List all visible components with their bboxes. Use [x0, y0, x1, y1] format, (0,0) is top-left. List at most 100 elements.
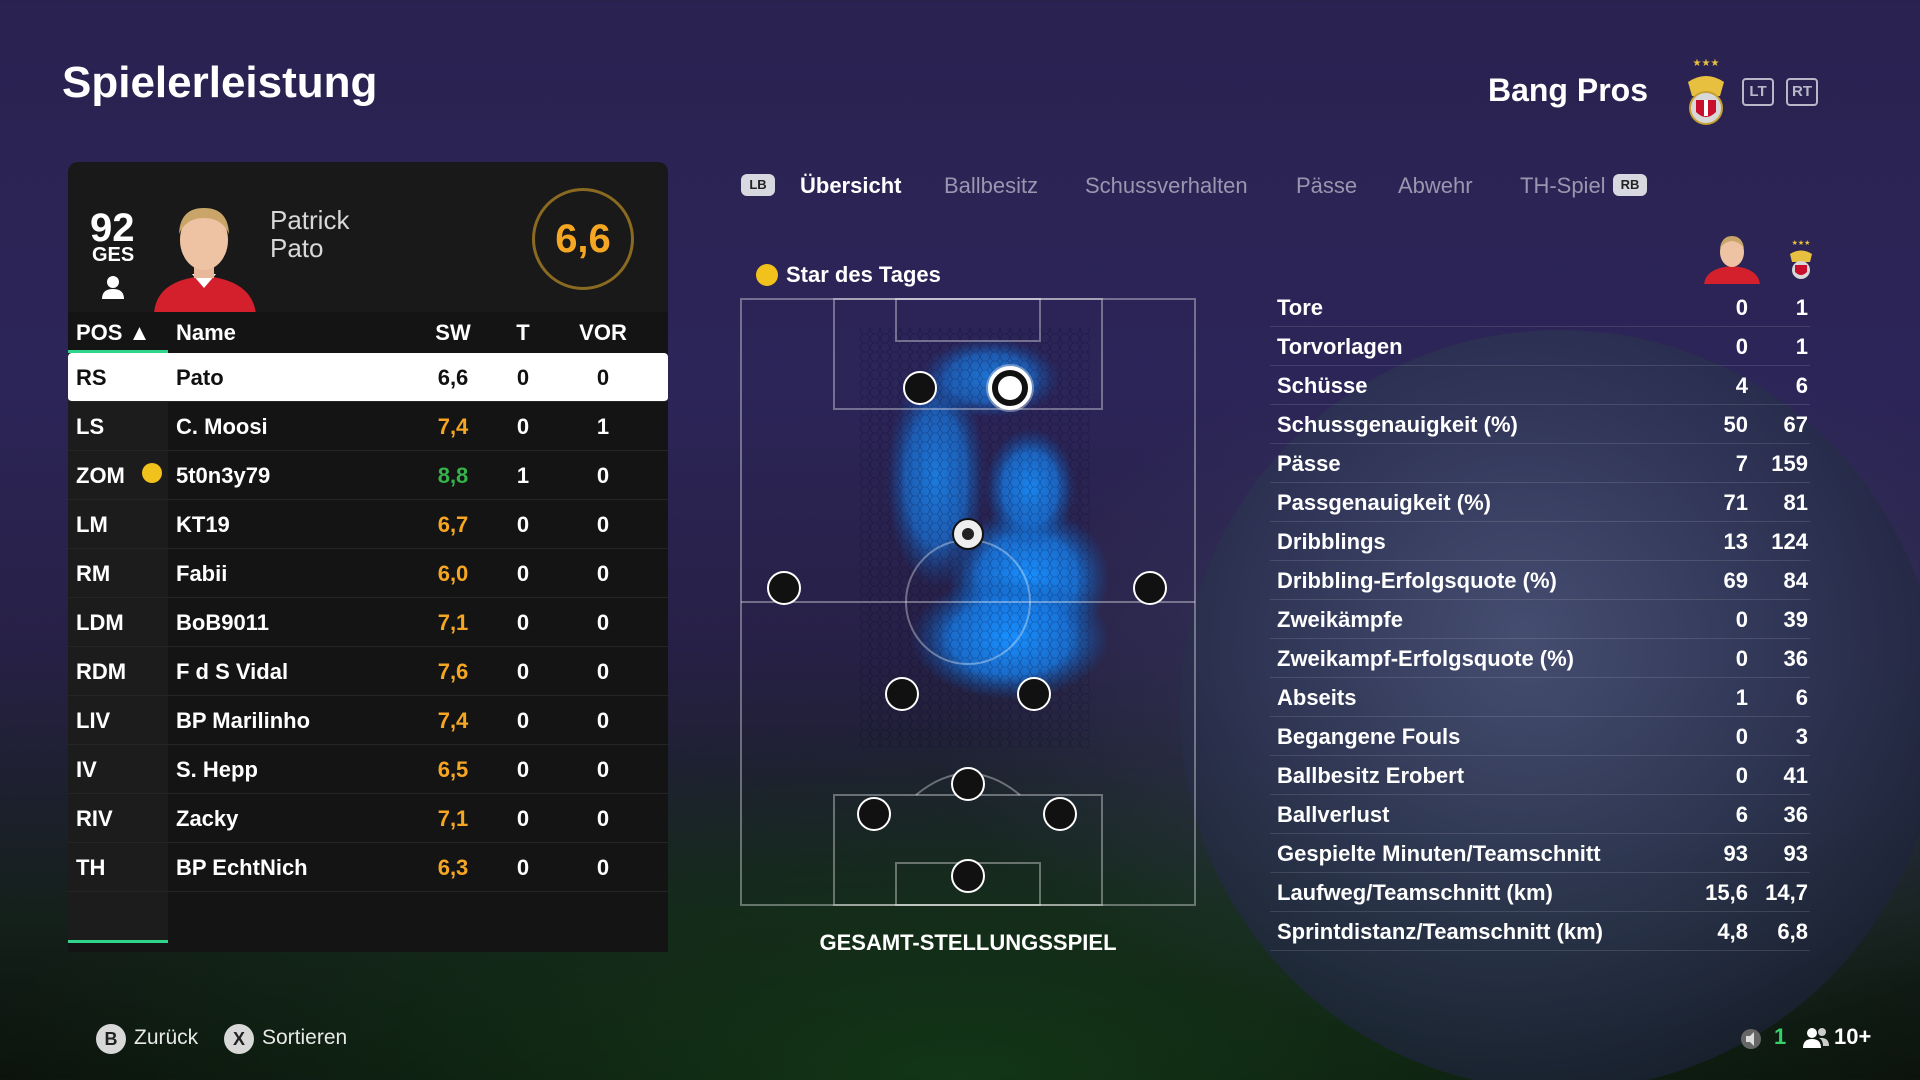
row-goals: 0	[516, 512, 530, 537]
stat-team-value: 41	[1783, 763, 1808, 788]
row-rating: 7,1	[437, 806, 469, 831]
b-button-icon[interactable]: B	[96, 1024, 126, 1054]
stat-row: Zweikampf-Erfolgsquote (%) 0 36	[1270, 639, 1810, 678]
stat-row: Gespielte Minuten/Teamschnitt 93 93	[1270, 834, 1810, 873]
table-row[interactable]: LS C. Moosi 7,4 0 1	[68, 402, 668, 451]
player-name: Patrick Pato	[270, 206, 349, 262]
stat-player-value: 6	[1735, 802, 1748, 827]
stat-team-value: 1	[1795, 295, 1808, 320]
tab-paesse[interactable]: Pässe	[1296, 173, 1358, 198]
person-icon	[102, 276, 124, 299]
row-rating: 7,6	[437, 659, 469, 684]
tab-schussverhalten[interactable]: Schussverhalten	[1085, 173, 1248, 198]
row-assists: 0	[596, 512, 610, 537]
row-rating: 6,7	[437, 512, 469, 537]
row-player-name: F d S Vidal	[176, 659, 289, 684]
row-goals: 0	[516, 365, 530, 390]
stat-label: Dribbling-Erfolgsquote (%)	[1277, 568, 1557, 593]
table-row[interactable]: RS Pato 6,6 0 0	[68, 353, 668, 402]
stat-player-value: 4,8	[1717, 919, 1748, 944]
row-player-name: KT19	[176, 512, 230, 537]
lb-bumper-button[interactable]: LB	[741, 174, 775, 196]
player-last-name: Pato	[270, 233, 324, 263]
table-row[interactable]: RDM F d S Vidal 7,6 0 0	[68, 647, 668, 696]
row-position: ZOM	[76, 463, 125, 488]
stat-row: Dribbling-Erfolgsquote (%) 69 84	[1270, 561, 1810, 600]
rb-bumper-button[interactable]: RB	[1613, 174, 1647, 196]
stat-team-value: 14,7	[1765, 880, 1808, 905]
row-player-name: C. Moosi	[176, 414, 268, 439]
club-crest-icon: ★★★	[1688, 58, 1724, 125]
stat-row: Passgenauigkeit (%) 71 81	[1270, 483, 1810, 522]
stats-player-avatar	[1704, 236, 1760, 284]
back-label[interactable]: Zurück	[134, 1026, 199, 1049]
stat-team-value: 81	[1783, 490, 1808, 515]
row-goals: 0	[516, 414, 530, 439]
header-vor[interactable]: VOR	[579, 320, 627, 345]
tab-uebersicht[interactable]: Übersicht	[800, 173, 902, 198]
row-player-name: Fabii	[176, 561, 228, 586]
lt-trigger-button[interactable]: LT	[1742, 78, 1774, 106]
background-ball	[1180, 330, 1920, 1080]
stat-label: Dribblings	[1277, 529, 1386, 554]
stat-label: Abseits	[1277, 685, 1357, 710]
table-bottom-indicator	[68, 940, 168, 943]
mic-count: 1	[1774, 1024, 1787, 1049]
sort-label[interactable]: Sortieren	[262, 1026, 348, 1049]
rating-ring	[532, 188, 634, 290]
table-row[interactable]: ZOM 5t0n3y79 8,8 1 0	[68, 451, 668, 500]
tab-ballbesitz[interactable]: Ballbesitz	[944, 173, 1039, 198]
table-row[interactable]: IV S. Hepp 6,5 0 0	[68, 745, 668, 794]
row-player-name: BoB9011	[176, 610, 269, 635]
row-position: RDM	[76, 659, 127, 684]
row-goals: 0	[516, 610, 530, 635]
row-rating: 7,1	[437, 610, 469, 635]
stat-label: Gespielte Minuten/Teamschnitt	[1277, 841, 1601, 866]
star-of-the-day-icon	[756, 264, 778, 286]
row-goals: 0	[516, 855, 530, 880]
stat-row: Schüsse 4 6	[1270, 366, 1810, 405]
header-t[interactable]: T	[516, 320, 530, 345]
x-button-icon[interactable]: X	[224, 1024, 254, 1054]
row-position: RS	[76, 365, 107, 390]
stat-label: Begangene Fouls	[1277, 724, 1461, 749]
stat-team-value: 1	[1795, 334, 1808, 359]
stats-team-crest-icon: ★★★	[1790, 239, 1812, 279]
rt-trigger-button[interactable]: RT	[1786, 78, 1818, 106]
table-row[interactable]: RM Fabii 6,0 0 0	[68, 549, 668, 598]
row-assists: 0	[596, 659, 610, 684]
row-position: LIV	[76, 708, 111, 733]
stat-label: Ballverlust	[1277, 802, 1390, 827]
row-assists: 0	[596, 855, 610, 880]
row-position: RM	[76, 561, 111, 586]
header-pos[interactable]: POS ▲	[76, 320, 151, 345]
tab-th-spiel[interactable]: TH-Spiel	[1520, 173, 1606, 198]
table-row[interactable]: RIV Zacky 7,1 0 0	[68, 794, 668, 843]
row-goals: 0	[516, 806, 530, 831]
stat-player-value: 0	[1735, 607, 1748, 632]
speaker-icon	[1741, 1029, 1761, 1049]
table-row[interactable]: TH BP EchtNich 6,3 0 0	[68, 843, 668, 892]
table-row[interactable]: LDM BoB9011 7,1 0 0	[68, 598, 668, 647]
row-goals: 0	[516, 708, 530, 733]
stat-team-value: 124	[1771, 529, 1808, 554]
row-rating: 6,5	[437, 757, 469, 782]
tab-abwehr[interactable]: Abwehr	[1398, 173, 1473, 198]
row-assists: 0	[596, 757, 610, 782]
stat-team-value: 36	[1783, 646, 1808, 671]
row-rating: 7,4	[437, 708, 469, 733]
player-markers	[767, 364, 1167, 893]
row-player-name: BP EchtNich	[176, 855, 308, 880]
stat-row: Ballverlust 6 36	[1270, 795, 1810, 834]
overall-rating: 92	[90, 206, 135, 250]
party-icon	[1803, 1028, 1829, 1048]
stat-player-value: 0	[1735, 295, 1748, 320]
table-row[interactable]: LM KT19 6,7 0 0	[68, 500, 668, 549]
row-rating: 7,4	[437, 414, 469, 439]
header-name[interactable]: Name	[176, 320, 236, 345]
header-sw[interactable]: SW	[435, 320, 471, 345]
row-position: RIV	[76, 806, 113, 831]
table-row[interactable]: LIV BP Marilinho 7,4 0 0	[68, 696, 668, 745]
row-assists: 0	[596, 708, 610, 733]
stat-player-value: 0	[1735, 334, 1748, 359]
